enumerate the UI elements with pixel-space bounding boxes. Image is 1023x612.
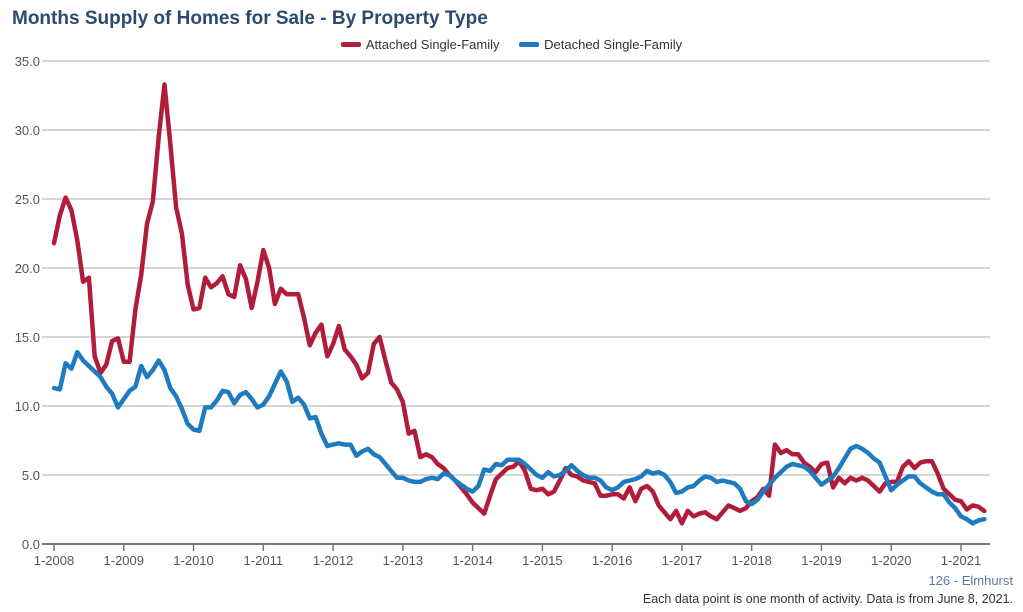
x-tick-label: 1-2015 xyxy=(522,553,562,568)
y-tick-label: 5.0 xyxy=(22,468,40,483)
legend-item-detached[interactable]: Detached Single-Family xyxy=(519,37,682,52)
area-label: 126 - Elmhurst xyxy=(928,573,1013,588)
chart-title: Months Supply of Homes for Sale - By Pro… xyxy=(12,8,488,29)
x-tick-label: 1-2008 xyxy=(34,553,74,568)
y-tick-label: 35.0 xyxy=(15,54,40,69)
legend-label-attached: Attached Single-Family xyxy=(365,37,500,52)
legend: Attached Single-Family Detached Single-F… xyxy=(0,35,1023,52)
legend-swatch-attached xyxy=(340,42,361,47)
y-tick-label: 30.0 xyxy=(15,123,40,138)
legend-item-attached[interactable]: Attached Single-Family xyxy=(340,37,500,52)
x-tick-label: 1-2021 xyxy=(941,553,981,568)
x-tick-label: 1-2011 xyxy=(244,553,284,568)
x-tick-label: 1-2020 xyxy=(871,553,911,568)
x-tick-label: 1-2018 xyxy=(731,553,771,568)
y-tick-label: 20.0 xyxy=(15,261,40,276)
x-tick-label: 1-2012 xyxy=(313,553,353,568)
x-tick-label: 1-2009 xyxy=(104,553,144,568)
legend-label-detached: Detached Single-Family xyxy=(544,37,683,52)
y-tick-label: 15.0 xyxy=(15,330,40,345)
y-tick-label: 25.0 xyxy=(15,192,40,207)
footnote: Each data point is one month of activity… xyxy=(642,592,1013,606)
x-tick-label: 1-2017 xyxy=(662,553,702,568)
y-tick-label: 10.0 xyxy=(15,399,40,414)
x-tick-label: 1-2016 xyxy=(592,553,632,568)
x-tick-label: 1-2010 xyxy=(173,553,213,568)
x-tick-label: 1-2013 xyxy=(383,553,423,568)
legend-swatch-detached xyxy=(519,42,540,47)
series-line-detached xyxy=(51,349,987,526)
x-tick-label: 1-2014 xyxy=(452,553,492,568)
x-tick-label: 1-2019 xyxy=(801,553,841,568)
y-tick-label: 0.0 xyxy=(22,537,40,552)
